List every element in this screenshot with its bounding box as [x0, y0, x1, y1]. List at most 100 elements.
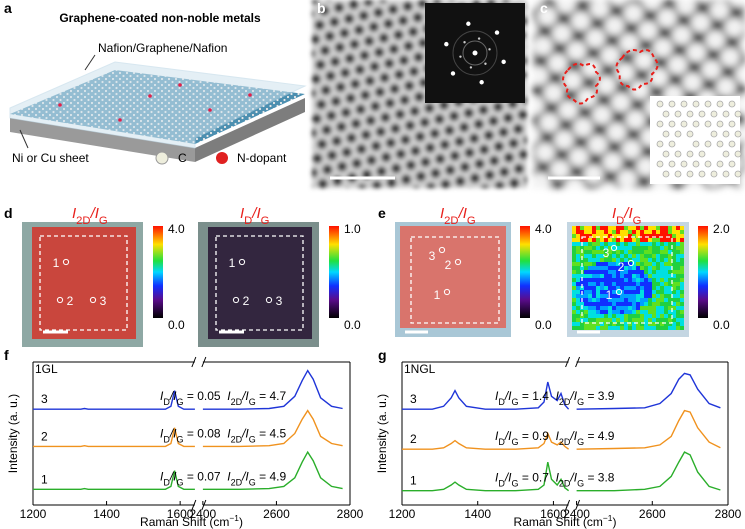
pixel	[624, 286, 628, 290]
pixel	[668, 286, 672, 290]
pixel	[636, 234, 640, 238]
pixel	[572, 298, 576, 302]
pixel	[604, 306, 608, 310]
point-label: 2	[618, 260, 625, 274]
pixel	[624, 270, 628, 274]
pixel	[660, 306, 664, 310]
pixel	[632, 290, 636, 294]
atom	[656, 140, 664, 148]
pixel	[584, 270, 588, 274]
pixel	[648, 322, 652, 326]
pixel	[604, 270, 608, 274]
point-marker	[443, 288, 451, 296]
x-tick-label: 1400	[93, 507, 120, 521]
pixel	[656, 314, 660, 318]
pixel	[656, 310, 660, 314]
pixel	[624, 230, 628, 234]
pixel	[668, 258, 672, 262]
atom	[692, 120, 700, 128]
pixel	[648, 262, 652, 266]
atom	[722, 170, 730, 178]
pixel	[660, 290, 664, 294]
pixel	[664, 226, 668, 230]
x-tick-label: 2400	[563, 507, 590, 521]
colorbar	[329, 226, 339, 318]
point-label: 1	[53, 256, 60, 270]
pixel	[644, 286, 648, 290]
pixel	[640, 278, 644, 282]
pixel	[572, 310, 576, 314]
pixel	[592, 278, 596, 282]
pixel	[584, 254, 588, 258]
pixel	[660, 286, 664, 290]
pixel	[600, 302, 604, 306]
panel-letter: e	[378, 205, 386, 221]
pixel	[624, 298, 628, 302]
atom	[710, 170, 718, 178]
pixel	[628, 298, 632, 302]
pixel	[588, 298, 592, 302]
spectrum-line	[402, 372, 721, 410]
pixel	[680, 278, 684, 282]
pixel	[600, 326, 604, 330]
text-part: I	[160, 469, 164, 483]
point-marker	[232, 296, 240, 304]
atom	[698, 170, 706, 178]
pixel	[632, 270, 636, 274]
pixel	[644, 290, 648, 294]
subscript: G	[577, 437, 584, 447]
dashed-box	[581, 236, 673, 324]
pixel	[616, 278, 620, 282]
pixel	[640, 270, 644, 274]
pixel	[576, 302, 580, 306]
pixel	[652, 294, 656, 298]
text-part: = 0.07	[184, 469, 228, 483]
point-label: 1	[606, 288, 613, 302]
pixel	[608, 306, 612, 310]
pixel	[612, 294, 616, 298]
pixel	[584, 278, 588, 282]
pixel	[600, 234, 604, 238]
fft-spot	[477, 37, 481, 40]
text-part: I	[227, 469, 231, 483]
pixel	[652, 298, 656, 302]
pixel	[604, 258, 608, 262]
pixel	[588, 270, 592, 274]
substrate-front	[10, 118, 195, 162]
pixel	[620, 282, 624, 286]
pixel	[668, 274, 672, 278]
pixel	[576, 310, 580, 314]
pixel	[668, 322, 672, 326]
atom	[722, 150, 730, 158]
pixel	[648, 282, 652, 286]
atom	[680, 160, 688, 168]
pixel	[680, 322, 684, 326]
pixel	[612, 318, 616, 322]
subscript: G	[177, 477, 184, 487]
pixel	[668, 250, 672, 254]
pixel	[616, 258, 620, 262]
superscript: −1	[603, 513, 613, 523]
text-part: /I	[90, 205, 99, 222]
pixel	[656, 262, 660, 266]
ratio-label: ID/IG = 0.7 I2D/IG = 3.8	[495, 471, 615, 489]
chart-title: 1GL	[35, 362, 58, 376]
pixel	[660, 318, 664, 322]
pixel	[660, 254, 664, 258]
pixel	[608, 314, 612, 318]
pixel	[604, 278, 608, 282]
atom	[674, 130, 682, 138]
pixel	[592, 294, 596, 298]
x-tick-label: 2600	[263, 507, 290, 521]
pixel	[636, 250, 640, 254]
pixel	[620, 226, 624, 230]
pixel	[668, 262, 672, 266]
pixel	[660, 242, 664, 246]
pixel	[652, 254, 656, 258]
pixel	[652, 318, 656, 322]
pixel	[620, 238, 624, 242]
pixel	[648, 246, 652, 250]
pixel	[600, 266, 604, 270]
colorbar-label: 4.0	[535, 222, 552, 236]
pixel	[576, 254, 580, 258]
